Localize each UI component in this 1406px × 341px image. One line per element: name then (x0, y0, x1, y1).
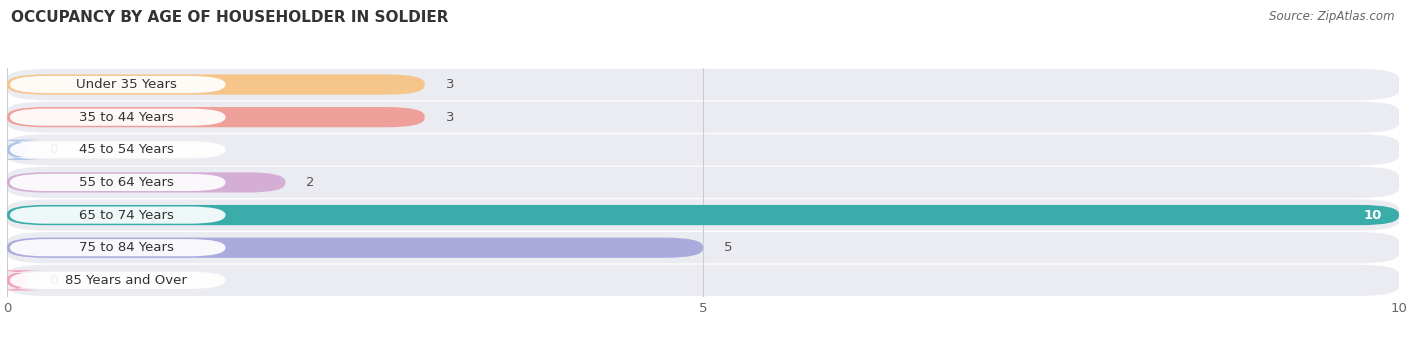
FancyBboxPatch shape (10, 272, 225, 289)
FancyBboxPatch shape (10, 141, 225, 159)
FancyBboxPatch shape (10, 206, 225, 224)
Text: 5: 5 (724, 241, 733, 254)
Text: Under 35 Years: Under 35 Years (76, 78, 177, 91)
FancyBboxPatch shape (7, 69, 1399, 100)
FancyBboxPatch shape (10, 174, 225, 191)
Text: OCCUPANCY BY AGE OF HOUSEHOLDER IN SOLDIER: OCCUPANCY BY AGE OF HOUSEHOLDER IN SOLDI… (11, 10, 449, 25)
FancyBboxPatch shape (7, 102, 1399, 133)
FancyBboxPatch shape (10, 108, 225, 126)
Text: 2: 2 (307, 176, 315, 189)
FancyBboxPatch shape (7, 74, 425, 95)
Text: 45 to 54 Years: 45 to 54 Years (79, 143, 173, 156)
Text: 85 Years and Over: 85 Years and Over (65, 274, 187, 287)
Text: 35 to 44 Years: 35 to 44 Years (79, 111, 173, 124)
Text: 3: 3 (446, 111, 454, 124)
FancyBboxPatch shape (10, 239, 225, 256)
FancyBboxPatch shape (0, 140, 46, 160)
Text: 75 to 84 Years: 75 to 84 Years (79, 241, 173, 254)
FancyBboxPatch shape (7, 205, 1399, 225)
Text: 10: 10 (1364, 209, 1382, 222)
FancyBboxPatch shape (7, 134, 1399, 165)
Text: 65 to 74 Years: 65 to 74 Years (79, 209, 173, 222)
FancyBboxPatch shape (0, 270, 46, 291)
FancyBboxPatch shape (7, 238, 703, 258)
FancyBboxPatch shape (7, 107, 425, 127)
FancyBboxPatch shape (7, 167, 1399, 198)
Text: 55 to 64 Years: 55 to 64 Years (79, 176, 173, 189)
Text: 3: 3 (446, 78, 454, 91)
FancyBboxPatch shape (7, 265, 1399, 296)
FancyBboxPatch shape (7, 232, 1399, 263)
FancyBboxPatch shape (7, 199, 1399, 231)
Text: 0: 0 (49, 274, 58, 287)
FancyBboxPatch shape (7, 172, 285, 193)
Text: Source: ZipAtlas.com: Source: ZipAtlas.com (1270, 10, 1395, 23)
Text: 0: 0 (49, 143, 58, 156)
FancyBboxPatch shape (10, 76, 225, 93)
